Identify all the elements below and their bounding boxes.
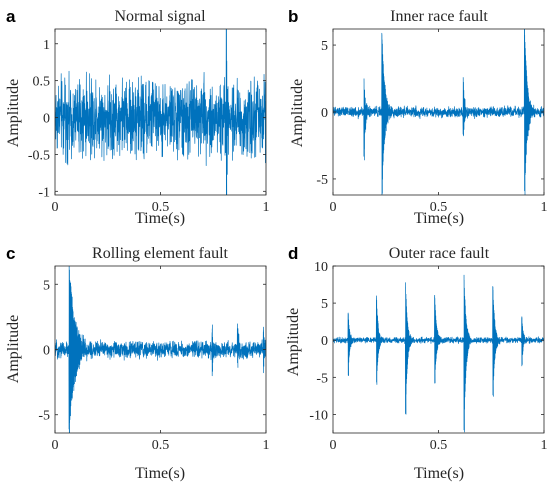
chart-title: Rolling element fault bbox=[92, 245, 229, 262]
x-tick-label: 1 bbox=[263, 200, 270, 215]
plot-area: 0 0.5 1-505 bbox=[316, 28, 548, 215]
panel-a: a Normal signal Amplitude Time(s) bbox=[5, 7, 206, 227]
x-axis-title: Time(s) bbox=[135, 465, 185, 482]
y-tick-label: -0.5 bbox=[28, 148, 50, 163]
x-tick-label: 0.5 bbox=[430, 438, 448, 453]
plot-area: 0 0.5 1 -10 -5 0 5 10 bbox=[309, 260, 547, 453]
x-tick-label: 0 bbox=[330, 438, 337, 453]
x-axis-title: Time(s) bbox=[135, 210, 185, 227]
plot-area: 0 0.5 1 -1 -0.5 0 0.5 1 bbox=[28, 28, 270, 215]
y-tick-label: -1 bbox=[38, 185, 50, 200]
x-tick-label: 0 bbox=[52, 200, 59, 215]
x-tick-label: 0.5 bbox=[152, 200, 170, 215]
x-tick-label: 0 bbox=[52, 438, 59, 453]
y-tick-label: 0 bbox=[321, 106, 328, 121]
panel-b: b Inner race fault Amplitude Time(s) bbox=[288, 7, 488, 227]
y-tick-label: 0 bbox=[321, 334, 328, 349]
panel-letter: d bbox=[288, 244, 298, 263]
y-tick-label: 5 bbox=[321, 297, 328, 312]
x-tick-label: 1 bbox=[263, 438, 270, 453]
x-tick-label: 0.5 bbox=[152, 438, 170, 453]
axes-box bbox=[332, 265, 545, 434]
y-tick-label: -5 bbox=[38, 409, 50, 424]
panel-d: d Outer race fault Amplitude Time(s) bbox=[285, 244, 490, 482]
chart-title: Normal signal bbox=[114, 8, 206, 25]
y-tick-label: -10 bbox=[309, 408, 328, 423]
panel-letter: c bbox=[6, 244, 15, 263]
y-tick-label: 5 bbox=[43, 278, 50, 293]
y-axis-title: Amplitude bbox=[5, 315, 22, 383]
signal-line bbox=[333, 274, 544, 433]
y-tick-label: 10 bbox=[314, 260, 328, 275]
signal-line bbox=[55, 266, 266, 433]
y-tick-label: 0.5 bbox=[33, 75, 51, 90]
chart-title: Inner race fault bbox=[390, 8, 488, 25]
panel-c: c Rolling element fault Amplitude Time(s… bbox=[5, 244, 229, 482]
x-tick-label: 0 bbox=[330, 200, 337, 215]
panel-letter: b bbox=[288, 7, 298, 26]
y-tick-label: 0 bbox=[43, 112, 50, 127]
y-axis-title: Amplitude bbox=[5, 79, 22, 147]
plot-area: 0 0.5 1-505 bbox=[38, 265, 270, 453]
y-tick-label: -5 bbox=[316, 371, 328, 386]
x-tick-label: 0.5 bbox=[430, 200, 448, 215]
y-tick-label: 5 bbox=[321, 39, 328, 54]
panel-letter: a bbox=[6, 7, 16, 26]
y-tick-label: -5 bbox=[316, 173, 328, 188]
y-axis-title: Amplitude bbox=[289, 79, 306, 147]
y-tick-label: 0 bbox=[43, 344, 50, 359]
x-tick-label: 1 bbox=[541, 438, 548, 453]
x-axis-title: Time(s) bbox=[414, 210, 464, 227]
x-tick-label: 1 bbox=[541, 200, 548, 215]
signal-line bbox=[55, 29, 266, 195]
y-axis-title: Amplitude bbox=[285, 308, 302, 376]
chart-title: Outer race fault bbox=[389, 245, 490, 262]
signal-line bbox=[333, 29, 544, 195]
x-axis-title: Time(s) bbox=[414, 465, 464, 482]
y-tick-label: 1 bbox=[43, 38, 50, 53]
